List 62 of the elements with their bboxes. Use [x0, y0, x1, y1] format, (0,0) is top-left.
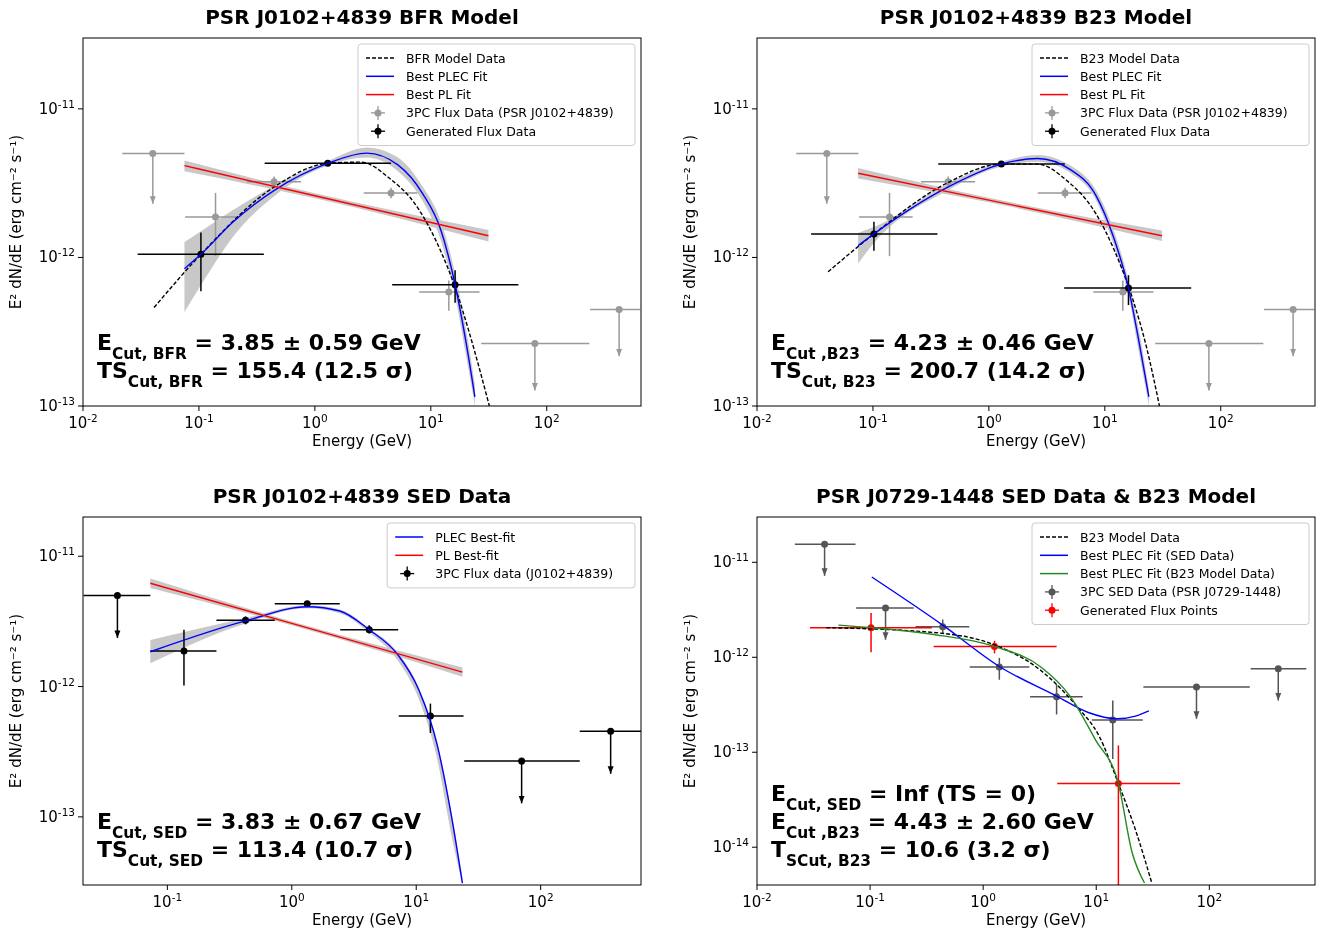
x-tick-label: 10$^{1}$ — [1091, 412, 1118, 432]
chart-title: PSR J0102+4839 B23 Model — [879, 5, 1193, 29]
legend-label: Best PLEC Fit (SED Data) — [1080, 547, 1235, 563]
legend-label: 3PC Flux Data (PSR J0102+4839) — [1080, 105, 1288, 121]
x-tick-label: 10$^{0}$ — [278, 891, 305, 911]
x-axis-title: Energy (GeV) — [311, 911, 413, 929]
x-tick-label: 10$^{2}$ — [527, 891, 554, 911]
x-tick-label: 10$^{0}$ — [975, 412, 1002, 432]
y-tick-label: 10$^{-13}$ — [38, 805, 75, 826]
x-tick-label: 10$^{1}$ — [403, 891, 430, 911]
legend-label: PLEC Best-fit — [435, 529, 516, 545]
y-tick-label: 10$^{-11}$ — [38, 97, 75, 118]
x-axis-title: Energy (GeV) — [311, 432, 413, 450]
y-tick-label: 10$^{-12}$ — [712, 246, 749, 267]
chart-title: PSR J0102+4839 BFR Model — [205, 5, 519, 29]
legend-label: PL Best-fit — [435, 547, 499, 563]
x-tick-label: 10$^{-1}$ — [184, 412, 214, 432]
x-tick-label: 10$^{0}$ — [970, 891, 997, 911]
x-tick-label: 10$^{2}$ — [1196, 891, 1223, 911]
legend-label: Best PLEC Fit (B23 Model Data) — [1080, 566, 1275, 582]
x-tick-label: 10$^{-2}$ — [742, 891, 772, 911]
y-tick-label: 10$^{-12}$ — [38, 246, 75, 267]
y-tick-label: 10$^{-11}$ — [712, 551, 749, 572]
legend-label: Generated Flux Data — [1080, 123, 1211, 139]
x-tick-label: 10$^{-2}$ — [68, 412, 98, 432]
x-tick-label: 10$^{-2}$ — [742, 412, 772, 432]
y-tick-label: 10$^{-13}$ — [712, 395, 749, 415]
y-axis-title: E² dN/dE (erg cm⁻² s⁻¹) — [681, 134, 699, 310]
x-tick-label: 10$^{2}$ — [1207, 412, 1234, 432]
x-tick-label: 10$^{-1}$ — [855, 891, 885, 911]
y-tick-label: 10$^{-13}$ — [712, 741, 749, 762]
legend-label: B23 Model Data — [1080, 529, 1180, 545]
x-axis-title: Energy (GeV) — [985, 432, 1087, 450]
legend-label: Best PL Fit — [406, 87, 471, 103]
x-tick-label: 10$^{1}$ — [1083, 891, 1110, 911]
y-tick-label: 10$^{-11}$ — [712, 97, 749, 118]
legend-label: B23 Model Data — [1080, 50, 1180, 66]
legend-label: 3PC Flux data (J0102+4839) — [435, 566, 614, 582]
legend-label: Best PLEC Fit — [1080, 68, 1162, 84]
y-axis-title: E² dN/dE (erg cm⁻² s⁻¹) — [7, 613, 25, 789]
y-tick-label: 10$^{-13}$ — [38, 395, 75, 415]
y-axis-title: E² dN/dE (erg cm⁻² s⁻¹) — [681, 613, 699, 789]
legend-label: 3PC Flux Data (PSR J0102+4839) — [406, 105, 614, 121]
x-tick-label: 10$^{-1}$ — [858, 412, 888, 432]
chart-title: PSR J0102+4839 SED Data — [212, 484, 512, 508]
legend-label: 3PC SED Data (PSR J0729-1448) — [1080, 584, 1282, 600]
y-tick-label: 10$^{-14}$ — [712, 836, 750, 857]
legend-label: Generated Flux Points — [1080, 602, 1218, 618]
chart-title: PSR J0729-1448 SED Data & B23 Model — [815, 484, 1257, 508]
legend-label: Best PL Fit — [1080, 87, 1145, 103]
y-tick-label: 10$^{-12}$ — [712, 646, 749, 667]
x-tick-label: 10$^{0}$ — [301, 412, 328, 432]
x-tick-label: 10$^{1}$ — [417, 412, 444, 432]
x-axis-title: Energy (GeV) — [985, 911, 1087, 929]
y-axis-title: E² dN/dE (erg cm⁻² s⁻¹) — [7, 134, 25, 310]
legend-label: BFR Model Data — [406, 50, 506, 66]
y-tick-label: 10$^{-12}$ — [38, 675, 75, 696]
legend-label: Best PLEC Fit — [406, 68, 488, 84]
legend-label: Generated Flux Data — [406, 123, 537, 139]
x-tick-label: 10$^{-1}$ — [152, 891, 183, 911]
x-tick-label: 10$^{2}$ — [533, 412, 560, 432]
y-tick-label: 10$^{-11}$ — [38, 545, 75, 566]
